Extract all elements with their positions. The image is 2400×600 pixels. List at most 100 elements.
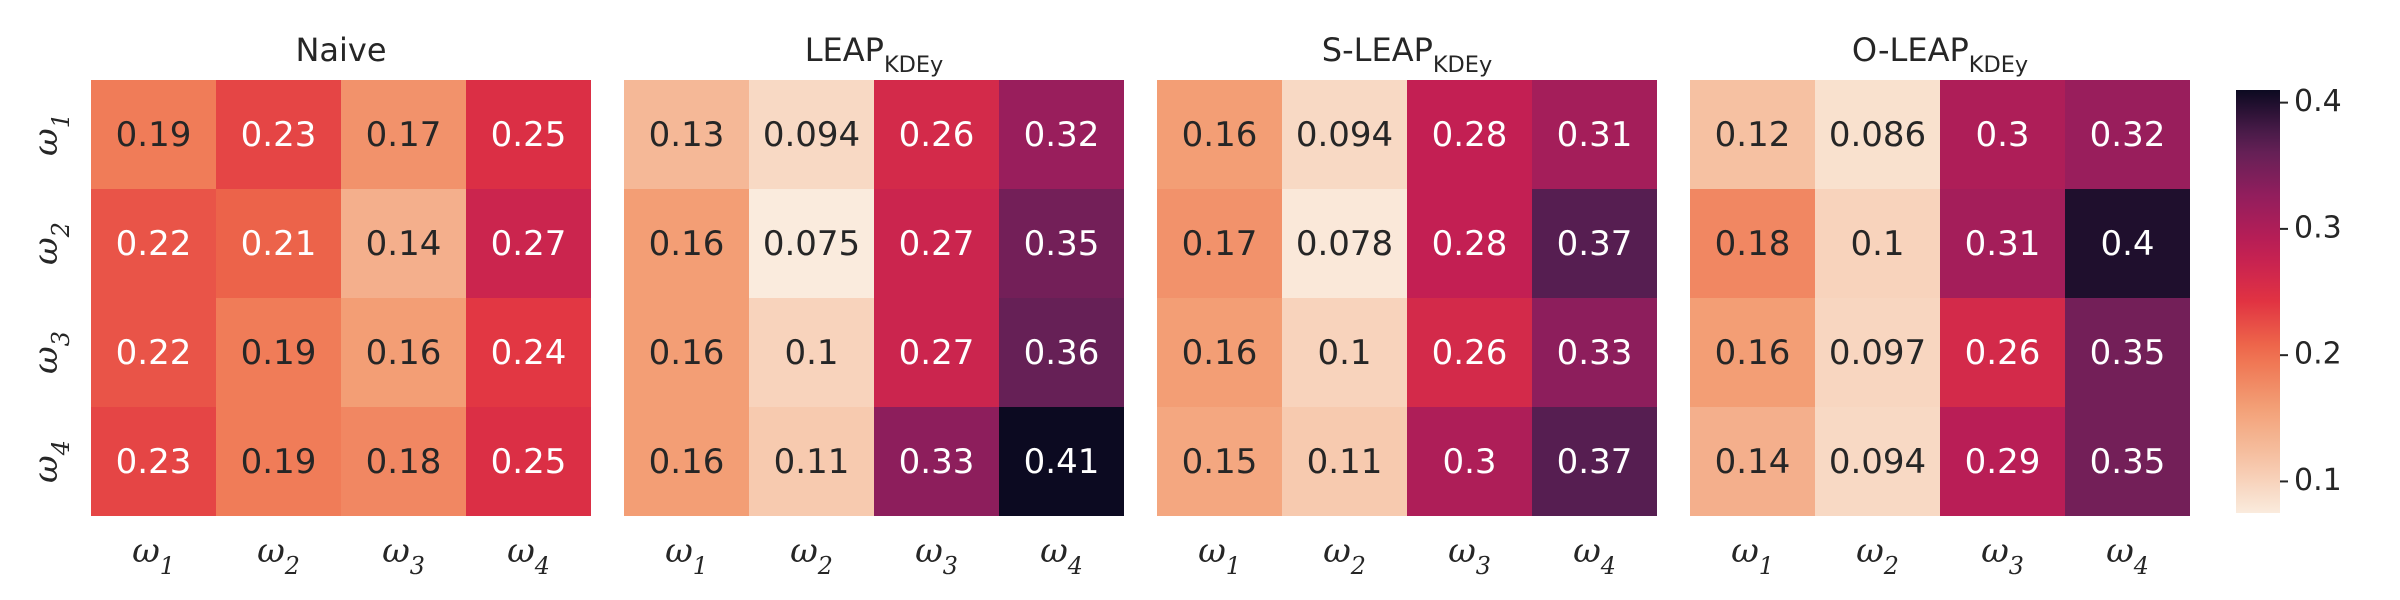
heatmap-cell — [874, 80, 999, 189]
heatmap-cell — [466, 407, 591, 516]
panel-title: S-LEAPKDEy — [1322, 31, 1492, 78]
x-tick-label: ω4 — [507, 531, 550, 580]
cell-value-label: 0.086 — [1829, 115, 1926, 155]
colorbar-tick-label: 0.3 — [2294, 210, 2342, 245]
cell-value-label: 0.35 — [2090, 442, 2166, 482]
heatmap-cell — [1815, 189, 1940, 298]
cell-value-label: 0.26 — [1965, 333, 2041, 373]
heatmap-cell — [2065, 407, 2190, 516]
cell-value-label: 0.1 — [1317, 333, 1371, 373]
colorbar-gradient — [2236, 90, 2280, 513]
heatmap-cell — [91, 407, 216, 516]
cell-value-label: 0.16 — [1182, 115, 1258, 155]
cell-value-label: 0.11 — [1307, 442, 1383, 482]
cell-value-label: 0.097 — [1829, 333, 1926, 373]
x-tick-label: ω1 — [1198, 531, 1241, 580]
y-tick-label: ω2 — [26, 222, 75, 265]
cell-value-label: 0.23 — [241, 115, 317, 155]
cell-value-label: 0.19 — [241, 333, 317, 373]
cell-value-label: 0.3 — [1442, 442, 1496, 482]
cell-value-label: 0.094 — [763, 115, 860, 155]
heatmap-panel-1: Naive 0.19 0.23 0.17 0.25 0.22 0.21 0.14 0.27 0.2… — [26, 31, 591, 580]
cell-value-label: 0.16 — [366, 333, 442, 373]
x-tick-label: ω4 — [1040, 531, 1083, 580]
cell-value-label: 0.12 — [1715, 115, 1791, 155]
heatmap-cell — [1282, 298, 1407, 407]
cell-value-label: 0.19 — [116, 115, 192, 155]
heatmap-cell — [91, 298, 216, 407]
heatmap-panel-3: S-LEAPKDEy 0.16 0.094 0.28 0.31 0.17 0.078 0.28… — [1157, 31, 1657, 580]
heatmap-cell — [624, 189, 749, 298]
heatmap-cell — [1532, 298, 1657, 407]
cell-value-label: 0.18 — [1715, 224, 1791, 264]
heatmap-cell — [1282, 80, 1407, 189]
heatmap-panel-4: O-LEAPKDEy 0.12 0.086 0.3 0.32 0.18 0.1 0.31 0.4… — [1690, 31, 2190, 580]
x-tick-label: ω2 — [1323, 531, 1366, 580]
cell-value-label: 0.37 — [1557, 442, 1633, 482]
heatmap-cell — [341, 407, 466, 516]
cell-value-label: 0.075 — [763, 224, 860, 264]
cell-value-label: 0.33 — [899, 442, 975, 482]
x-tick-label: ω3 — [1981, 531, 2024, 580]
cell-value-label: 0.31 — [1965, 224, 2041, 264]
x-tick-label: ω2 — [1856, 531, 1899, 580]
heatmap-cell — [999, 80, 1124, 189]
panel-title: Naive — [295, 31, 386, 69]
cell-value-label: 0.25 — [491, 115, 567, 155]
heatmap-cell — [341, 298, 466, 407]
cell-value-label: 0.22 — [116, 224, 192, 264]
cell-value-label: 0.32 — [1024, 115, 1100, 155]
heatmap-panel-2: LEAPKDEy 0.13 0.094 0.26 0.32 0.16 0.075 0.27 0.… — [624, 31, 1124, 580]
heatmap-cell — [624, 298, 749, 407]
heatmap-cell — [749, 407, 874, 516]
heatmap-cell — [874, 407, 999, 516]
heatmap-cell — [1532, 407, 1657, 516]
x-tick-label: ω1 — [132, 531, 175, 580]
cell-value-label: 0.16 — [649, 442, 725, 482]
heatmap-cell — [341, 80, 466, 189]
heatmap-cell — [216, 80, 341, 189]
cell-value-label: 0.28 — [1432, 115, 1508, 155]
heatmap-cell — [624, 407, 749, 516]
cell-value-label: 0.41 — [1024, 442, 1100, 482]
y-tick-label: ω3 — [26, 331, 75, 374]
cell-value-label: 0.16 — [649, 333, 725, 373]
heatmap-cell — [999, 407, 1124, 516]
cell-value-label: 0.11 — [774, 442, 850, 482]
heatmap-cell — [749, 189, 874, 298]
cell-value-label: 0.37 — [1557, 224, 1633, 264]
cell-value-label: 0.27 — [899, 224, 975, 264]
cell-value-label: 0.16 — [1715, 333, 1791, 373]
cell-value-label: 0.33 — [1557, 333, 1633, 373]
cell-value-label: 0.17 — [366, 115, 442, 155]
heatmap-cell — [2065, 189, 2190, 298]
cell-value-label: 0.4 — [2100, 224, 2154, 264]
heatmap-cell — [999, 189, 1124, 298]
heatmap-cell — [1815, 80, 1940, 189]
cell-value-label: 0.29 — [1965, 442, 2041, 482]
heatmap-cell — [1407, 80, 1532, 189]
x-tick-label: ω3 — [382, 531, 425, 580]
cell-value-label: 0.32 — [2090, 115, 2166, 155]
panel-title: O-LEAPKDEy — [1852, 31, 2028, 78]
y-tick-label: ω1 — [26, 113, 75, 156]
heatmap-cell — [91, 189, 216, 298]
heatmap-panels: Naive 0.19 0.23 0.17 0.25 0.22 0.21 0.14 0.27 0.2… — [26, 31, 2190, 580]
cell-value-label: 0.36 — [1024, 333, 1100, 373]
cell-value-label: 0.17 — [1182, 224, 1258, 264]
heatmap-cell — [341, 189, 466, 298]
cell-value-label: 0.15 — [1182, 442, 1258, 482]
x-tick-label: ω2 — [257, 531, 300, 580]
cell-value-label: 0.35 — [2090, 333, 2166, 373]
cell-value-label: 0.1 — [784, 333, 838, 373]
cell-value-label: 0.28 — [1432, 224, 1508, 264]
heatmap-cell — [1815, 298, 1940, 407]
cell-value-label: 0.14 — [366, 224, 442, 264]
heatmap-cell — [1940, 189, 2065, 298]
heatmap-cell — [999, 298, 1124, 407]
heatmap-cell — [1690, 298, 1815, 407]
heatmap-cell — [216, 189, 341, 298]
cell-value-label: 0.25 — [491, 442, 567, 482]
cell-value-label: 0.35 — [1024, 224, 1100, 264]
heatmap-cell — [1157, 298, 1282, 407]
